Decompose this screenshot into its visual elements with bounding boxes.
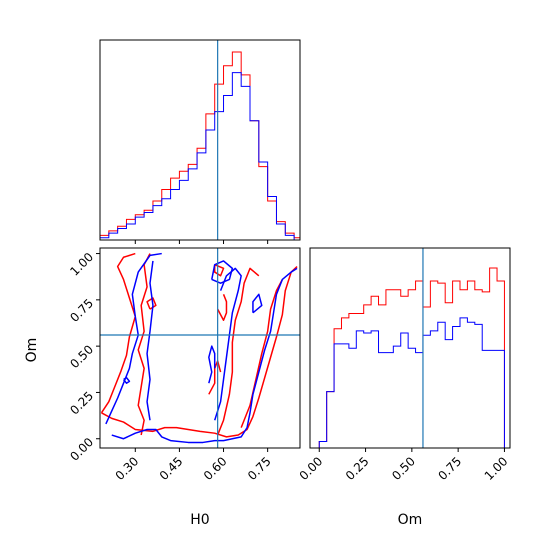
- h0-histogram-blue: [100, 72, 300, 240]
- contour-red-8: [146, 297, 157, 310]
- h0-tick-label: 0.45: [157, 454, 186, 483]
- contour-blue-1: [111, 267, 298, 444]
- contour-red-7: [216, 294, 228, 321]
- contour-blue-6: [122, 376, 131, 384]
- h0-histogram-red: [100, 51, 300, 240]
- om-y-tick-label: 0.00: [67, 435, 96, 464]
- contour-red-2: [137, 253, 151, 436]
- h0-tick-label: 0.30: [113, 454, 142, 483]
- om-y-tick-label: 0.25: [67, 389, 96, 418]
- om-x-tick-label: 0.00: [297, 454, 326, 483]
- contour-red-6: [213, 263, 225, 277]
- contour-blue-0: [105, 252, 162, 425]
- om-histogram-panel: 0.00 0.25 0.50 0.75 1.00: [297, 247, 511, 483]
- joint-panel-frame: [99, 247, 301, 449]
- x-axis-label-h0: H0: [190, 512, 209, 528]
- om-histogram-blue: [318, 317, 505, 448]
- contour-blue-7: [252, 293, 263, 314]
- om-x-tick-label: 1.00: [482, 454, 511, 483]
- contour-blue-5: [211, 260, 234, 284]
- x-axis-label-om: Om: [398, 512, 423, 528]
- om-x-tick-label: 0.25: [343, 454, 372, 483]
- h0-tick-label: 0.75: [245, 454, 274, 483]
- om-x-tick-label: 0.50: [389, 454, 418, 483]
- om-histogram-red: [318, 267, 505, 448]
- h0-tick-label: 0.60: [201, 454, 230, 483]
- om-histogram-frame: [309, 247, 511, 449]
- om-y-tick-label: 0.50: [67, 342, 96, 371]
- om-y-tick-label: 0.75: [67, 296, 96, 325]
- y-axis-label-om: Om: [24, 338, 40, 363]
- om-y-tick-label: 1.00: [67, 250, 96, 279]
- om-x-tick-label: 0.75: [435, 454, 464, 483]
- h0-histogram-frame: [99, 39, 301, 241]
- contour-red-1: [100, 252, 137, 414]
- contour-red-0: [101, 265, 298, 438]
- contour-blue-3: [146, 260, 154, 421]
- contour-blue-4: [208, 345, 216, 384]
- h0-om-contour-panel: 0.30 0.45 0.60 0.75 0.00 0.25 0.50 0.75 1.00: [67, 247, 301, 483]
- h0-histogram-panel: [99, 39, 301, 244]
- contour-red-3: [216, 267, 260, 436]
- contour-red-4: [240, 279, 284, 428]
